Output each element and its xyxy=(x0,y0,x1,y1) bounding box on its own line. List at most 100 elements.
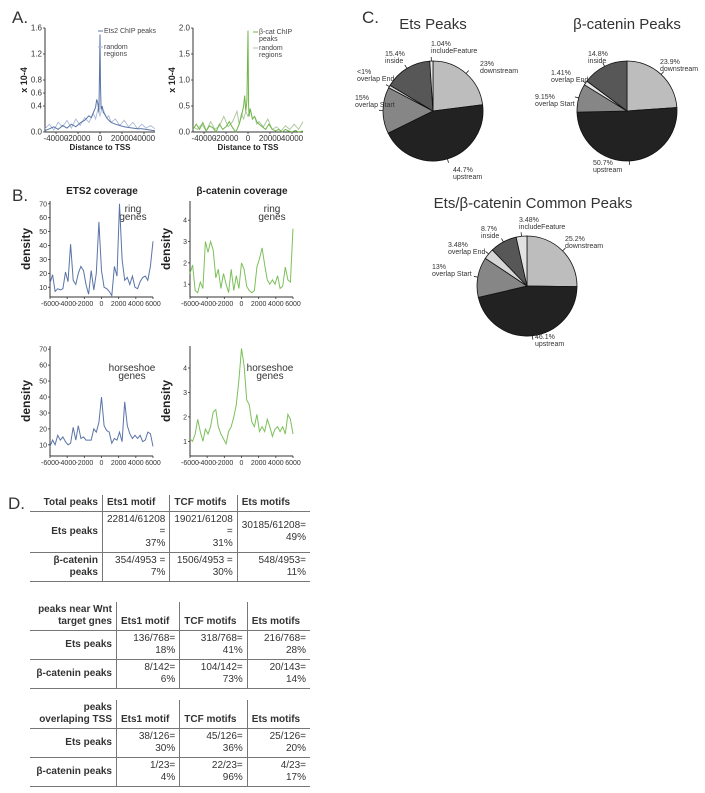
table-header-row: Total peaks Ets1 motif TCF motifs Ets motif… xyxy=(30,495,310,512)
table-cell-percent: 73% xyxy=(222,674,243,685)
table-cell-fraction: 104/142= xyxy=(200,662,243,673)
x-tick-label: 0 xyxy=(240,460,244,467)
legend-label: Ets2 ChIP peaks xyxy=(104,28,157,35)
x-tick-label: -2000 xyxy=(75,460,93,467)
x-tick-label: 20000 xyxy=(111,134,134,143)
table-cell-percent: 17% xyxy=(285,772,306,783)
pie-slice-upstream xyxy=(576,107,678,162)
table-cell-percent: 6% xyxy=(160,674,176,685)
pie-value-label: 9.15% xyxy=(535,94,555,101)
table-total-peaks: Total peaks Ets1 motif TCF motifs Ets motif… xyxy=(30,495,310,582)
pie-category-label: overlap End xyxy=(551,77,588,84)
chart-B-ets2-horseshoe: 10 20 30 40 50 60 70 -6000 -4000 -2000 0 2000 4000 60… xyxy=(19,346,161,467)
y-axis-label: density xyxy=(19,228,33,270)
table-cell-fraction: 30185/61208= xyxy=(241,520,306,531)
y-tick-label: 20 xyxy=(39,271,47,278)
panel-letter-a: A. xyxy=(12,8,29,27)
pie-leader xyxy=(582,80,586,84)
y-tick-label: 1.6 xyxy=(31,24,43,33)
x-axis-label: Distance to TSS xyxy=(70,143,132,152)
table-row-label: β-catenin peaks xyxy=(30,659,117,689)
table-cell-fraction: 38/126= xyxy=(138,731,176,742)
pie-leader xyxy=(602,62,605,67)
y-tick-label: 0.5 xyxy=(179,102,191,111)
table-row-label: Ets peaks xyxy=(30,728,117,758)
pie-category-label: overlap End xyxy=(357,76,394,83)
pie-category-label: upstream xyxy=(535,341,564,348)
legend-label: regions xyxy=(259,52,282,59)
panel-letter-c: C. xyxy=(362,8,379,27)
chart-A-right: 0.0 0.5 1.0 1.5 2.0 -40000-20000 0 20000 40000Di… xyxy=(167,24,304,153)
x-tick-label: 6000 xyxy=(285,301,301,308)
legend-label: random xyxy=(104,44,128,51)
table-cell-fraction: 216/768= xyxy=(264,633,306,644)
table-cell-fraction: 19021/61208 = xyxy=(174,514,233,537)
pie-value-label: 13% xyxy=(432,264,446,271)
y-tick-label: 60 xyxy=(39,215,47,222)
pie-title: β-catenin Peaks xyxy=(573,16,681,33)
table-cell-fraction: 354/4953 = xyxy=(115,555,166,566)
table-cell-fraction: 20/143= xyxy=(269,662,306,673)
x-tick-label: 6000 xyxy=(145,460,161,467)
x-tick-label: -6000 xyxy=(41,301,59,308)
table-cell: 45/126= 36% xyxy=(179,728,248,758)
x-tick-label: 2000 xyxy=(111,301,127,308)
annotation-label: ring xyxy=(125,204,142,215)
table-cell-fraction: 25/126= xyxy=(269,731,306,742)
legend-label: peaks xyxy=(259,36,278,43)
y-axis-label: x 10-4 xyxy=(19,67,29,93)
x-tick-label: 4000 xyxy=(128,301,144,308)
pie-slice-downstream xyxy=(626,60,678,112)
table-cell-fraction: 548/4953= xyxy=(258,555,306,566)
pie-category-label: inside xyxy=(588,58,606,65)
pie-value-label: 23.9% xyxy=(660,59,680,66)
table-cell-fraction: 4/23= xyxy=(280,760,306,771)
series-line-1 xyxy=(192,108,304,132)
y-tick-label: 4 xyxy=(183,218,187,225)
y-tick-label: 1 xyxy=(183,439,187,446)
table-cell: 8/142= 6% xyxy=(115,659,180,689)
x-tick-label: -2000 xyxy=(215,301,233,308)
y-tick-label: 0.0 xyxy=(31,128,43,137)
table-row-label: Ets peaks xyxy=(30,511,103,553)
pie-value-label: 14.8% xyxy=(588,51,608,58)
x-axis-label: Distance to TSS xyxy=(218,143,280,152)
table-cell: 548/4953= 11% xyxy=(236,552,310,582)
annotation-label: genes xyxy=(119,212,146,223)
x-tick-label: 6000 xyxy=(145,301,161,308)
table-cell-percent: 14% xyxy=(285,674,306,685)
y-tick-label: 30 xyxy=(39,257,47,264)
x-tick-label: 2000 xyxy=(251,460,267,467)
table-cell-percent: 7% xyxy=(150,567,166,578)
pie-value-label: 15.4% xyxy=(385,51,405,58)
x-tick-label: -6000 xyxy=(41,460,59,467)
y-tick-label: 20 xyxy=(39,426,47,433)
series-line-0 xyxy=(49,396,154,447)
chart-B-ets2-ring: 10 20 30 40 50 60 70 -6000 -4000 -2000 0 2000 4000 60… xyxy=(19,186,161,308)
y-axis-label: density xyxy=(159,380,173,422)
chart-title: ETS2 coverage xyxy=(66,186,138,197)
table-header-row: peaks near Wnt target gnes Ets1 motif TCF … xyxy=(30,602,310,631)
x-tick-label: -4000 xyxy=(198,460,216,467)
table-row: β-catenin peaks 1/23= 4% 22/23= 96% 4/23= 17% xyxy=(30,757,310,787)
chart-title: β-catenin coverage xyxy=(196,186,288,197)
pie-leader xyxy=(404,64,408,69)
table-cell-percent: 31% xyxy=(212,538,233,549)
y-tick-label: 2 xyxy=(183,414,187,421)
chart-B-bcat-horseshoe: 1 2 3 4 -6000 -4000 -2000 0 2000 4000 6000 density h… xyxy=(159,346,301,467)
table-cell: 20/143= 14% xyxy=(246,659,310,689)
x-tick-label: -4000 xyxy=(58,460,76,467)
y-tick-label: 0.4 xyxy=(31,102,43,111)
annotation-label: ring xyxy=(264,204,281,215)
pie-title: Ets Peaks xyxy=(399,16,467,33)
x-tick-label: 2000 xyxy=(251,301,267,308)
x-tick-label: -20000 xyxy=(214,134,239,143)
x-tick-label: -4000 xyxy=(58,301,76,308)
table-cell-percent: 49% xyxy=(285,532,306,543)
y-tick-label: 2 xyxy=(183,260,187,267)
pie-category-label: downstream xyxy=(660,66,698,73)
table-cell: 1506/4953 = 30% xyxy=(169,552,238,582)
y-tick-label: 1 xyxy=(183,282,187,289)
x-tick-label: 6000 xyxy=(285,460,301,467)
y-tick-label: 0.0 xyxy=(179,128,191,137)
